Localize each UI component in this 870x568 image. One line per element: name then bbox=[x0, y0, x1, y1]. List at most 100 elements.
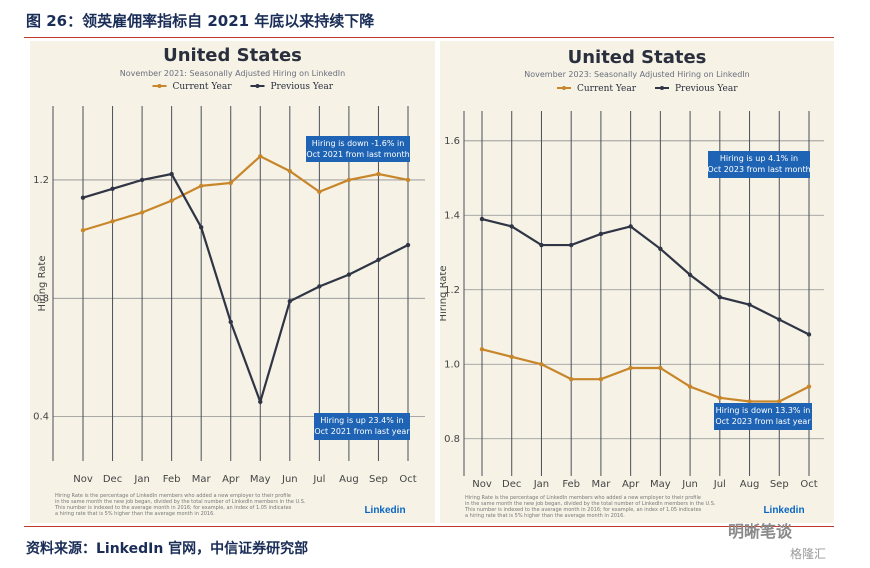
data-point bbox=[598, 376, 604, 382]
annotation-line2: Oct 2023 from last year bbox=[715, 417, 811, 426]
series-line-0 bbox=[82, 154, 409, 232]
data-point bbox=[258, 154, 263, 159]
x-tick-label: Jun bbox=[281, 474, 298, 485]
legend-marker-0 bbox=[562, 86, 566, 90]
chart-panel-2023: United States November 2023: Seasonally A… bbox=[440, 41, 834, 523]
data-point bbox=[747, 302, 752, 307]
chart-subtitle: November 2023: Seasonally Adjusted Hirin… bbox=[524, 70, 749, 79]
data-point bbox=[479, 347, 485, 352]
chart-title: United States bbox=[163, 45, 302, 66]
data-point bbox=[777, 317, 782, 322]
data-point bbox=[628, 224, 633, 229]
data-point bbox=[258, 399, 263, 405]
chart-2021: United States November 2021: Seasonally A… bbox=[33, 45, 425, 517]
data-point bbox=[687, 384, 693, 389]
data-point bbox=[479, 216, 485, 222]
bottom-rule bbox=[24, 526, 834, 527]
data-point bbox=[806, 384, 812, 389]
footnote-line: a hiring rate that is 5% higher than the… bbox=[55, 511, 215, 517]
legend-label-1: Previous Year bbox=[271, 82, 334, 92]
data-point bbox=[806, 332, 812, 337]
x-tick-label: May bbox=[650, 479, 671, 490]
data-point bbox=[405, 242, 411, 248]
y-tick-label: 0.4 bbox=[33, 412, 49, 423]
annotation-box-0 bbox=[306, 136, 410, 162]
data-point bbox=[317, 284, 322, 289]
data-point bbox=[198, 225, 204, 230]
y-tick-label: 1.4 bbox=[444, 210, 460, 221]
data-point bbox=[658, 365, 663, 371]
x-tick-label: Jul bbox=[713, 479, 726, 490]
legend-label-0: Current Year bbox=[173, 82, 233, 92]
x-tick-label: Dec bbox=[502, 479, 521, 490]
x-tick-label: Oct bbox=[800, 479, 817, 490]
y-tick-label: 1.6 bbox=[444, 136, 460, 147]
data-point bbox=[139, 210, 145, 215]
watermark-secondary: 格隆汇 bbox=[790, 547, 827, 561]
x-tick-label: Jul bbox=[312, 474, 325, 485]
x-tick-label: Jan bbox=[533, 479, 549, 490]
footnote-line: a hiring rate that is 5% higher than the… bbox=[465, 513, 625, 519]
y-tick-label: 1.0 bbox=[444, 359, 460, 370]
linkedin-logo: Linkedin bbox=[763, 505, 804, 516]
data-point bbox=[198, 183, 204, 189]
linkedin-logo: Linkedin bbox=[364, 505, 405, 516]
data-point bbox=[509, 354, 514, 360]
x-tick-label: Apr bbox=[622, 479, 640, 490]
annotation-box-1 bbox=[714, 403, 812, 430]
data-point bbox=[80, 195, 86, 200]
data-point bbox=[287, 299, 293, 304]
data-point bbox=[228, 319, 233, 325]
data-point bbox=[169, 171, 174, 177]
footnote-line: Hiring Rate is the percentage of LinkedI… bbox=[465, 495, 701, 501]
x-tick-label: Feb bbox=[562, 479, 580, 490]
data-point bbox=[169, 198, 174, 203]
data-point bbox=[509, 224, 514, 229]
chart-panel-2021: United States November 2021: Seasonally A… bbox=[30, 41, 435, 523]
footnote-line: in the same month the new job began, div… bbox=[55, 499, 306, 505]
y-axis-label: Hiring Rate bbox=[440, 266, 449, 322]
x-tick-label: Feb bbox=[163, 474, 181, 485]
data-point bbox=[747, 399, 752, 404]
data-point bbox=[110, 219, 115, 224]
footnote-line: in the same month the new job began, div… bbox=[465, 501, 716, 507]
watermark: 明晰笔谈 bbox=[728, 522, 793, 541]
y-axis-label: Hiring Rate bbox=[37, 256, 48, 312]
figure-title: 图 26：领英雇佣率指标自 2021 年底以来持续下降 bbox=[26, 12, 375, 30]
x-tick-label: Aug bbox=[740, 479, 760, 490]
chart-subtitle: November 2021: Seasonally Adjusted Hirin… bbox=[120, 69, 345, 78]
x-tick-label: Mar bbox=[591, 479, 611, 490]
series-line-0 bbox=[481, 348, 810, 403]
x-tick-label: May bbox=[250, 474, 271, 485]
data-point bbox=[568, 242, 574, 248]
x-tick-label: Aug bbox=[339, 474, 359, 485]
data-point bbox=[228, 180, 233, 186]
x-tick-label: Nov bbox=[73, 474, 93, 485]
data-point bbox=[658, 246, 663, 252]
annotation-line2: Oct 2023 from last month bbox=[707, 165, 810, 174]
data-point bbox=[376, 257, 381, 263]
annotation-line2: Oct 2021 from last month bbox=[306, 150, 409, 159]
data-point bbox=[405, 177, 411, 183]
data-point bbox=[777, 399, 782, 404]
data-point bbox=[568, 376, 574, 382]
data-point bbox=[376, 171, 381, 177]
annotation-line1: Hiring is up 4.1% in bbox=[720, 154, 798, 163]
y-tick-label: 1.2 bbox=[444, 285, 460, 296]
chart-title: United States bbox=[568, 47, 707, 68]
x-tick-label: Sep bbox=[369, 474, 388, 485]
top-rule bbox=[24, 37, 834, 38]
data-point bbox=[110, 186, 115, 192]
data-point bbox=[80, 228, 86, 233]
legend-label-0: Current Year bbox=[577, 84, 637, 94]
x-tick-label: Jun bbox=[681, 479, 698, 490]
annotation-box-0 bbox=[708, 151, 810, 178]
legend-label-1: Previous Year bbox=[675, 84, 738, 94]
data-point bbox=[717, 395, 723, 400]
data-point bbox=[317, 189, 322, 194]
data-point bbox=[717, 295, 723, 300]
y-tick-label: 0.8 bbox=[33, 293, 49, 304]
x-tick-label: Apr bbox=[222, 474, 240, 485]
footnote-line: This number is indexed to the average mo… bbox=[54, 505, 292, 511]
data-point bbox=[598, 231, 604, 237]
